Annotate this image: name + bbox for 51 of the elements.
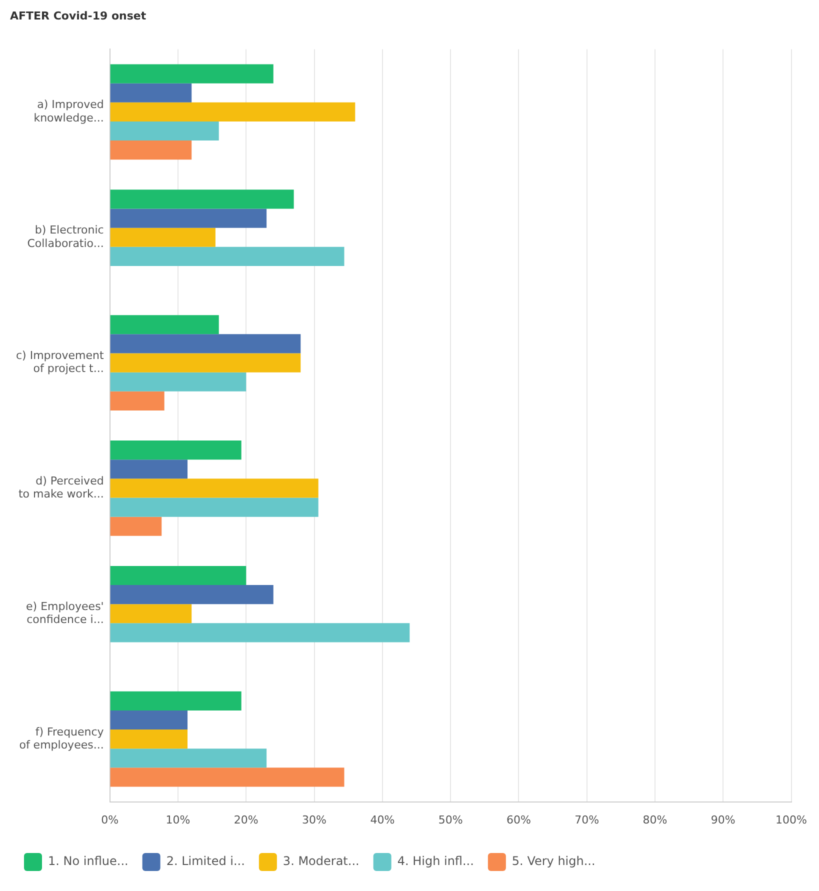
bar <box>110 748 267 768</box>
bar <box>110 246 344 266</box>
y-tick-label: c) Improvement of project t... <box>16 349 105 376</box>
bar <box>110 64 274 84</box>
x-tick-label: 20% <box>234 813 258 826</box>
x-tick-label: 60% <box>506 813 531 826</box>
bar <box>110 102 356 122</box>
x-tick-label: 70% <box>574 813 600 826</box>
bar <box>110 353 301 372</box>
y-tick-label: d) Perceived to make work... <box>18 474 104 501</box>
bar <box>110 140 192 160</box>
bar <box>110 391 164 410</box>
x-tick-label: 10% <box>166 813 190 826</box>
y-tick-label: b) Electronic Collaboratio... <box>27 224 104 250</box>
x-tick-label: 100% <box>776 813 808 826</box>
x-tick-label: 30% <box>302 813 326 826</box>
y-tick-label: a) Improved knowledge... <box>34 98 104 124</box>
bar <box>110 372 246 392</box>
x-tick-label: 80% <box>642 813 668 826</box>
bar <box>110 83 192 102</box>
legend-label: 1. No influe... <box>48 854 128 868</box>
bar <box>110 710 188 730</box>
bar <box>110 190 294 209</box>
bar <box>110 460 188 479</box>
x-tick-label: 40% <box>370 813 395 826</box>
legend-label: 5. Very high... <box>512 854 596 868</box>
chart-title: AFTER Covid-19 onset <box>10 9 146 22</box>
y-tick-label: e) Employees' confidence i... <box>26 600 104 626</box>
bar <box>110 440 242 460</box>
x-tick-label: 50% <box>438 813 463 826</box>
bar <box>110 585 274 604</box>
bar <box>110 334 301 354</box>
bar <box>110 208 267 228</box>
bar <box>110 604 192 624</box>
bar <box>110 498 318 517</box>
y-tick-label: f) Frequency of employees... <box>19 725 104 752</box>
bar <box>110 478 318 498</box>
bar <box>110 228 216 247</box>
bar <box>110 623 410 642</box>
bar <box>110 315 219 334</box>
x-tick-label: 0% <box>101 813 119 826</box>
bar <box>110 768 344 787</box>
legend-label: 3. Moderat... <box>282 854 360 868</box>
legend-label: 4. High infl... <box>397 854 474 868</box>
bar <box>110 730 188 749</box>
x-tick-label: 90% <box>710 813 736 826</box>
bar <box>110 121 219 141</box>
bar <box>110 516 162 536</box>
legend-label: 2. Limited i... <box>166 854 245 868</box>
bar <box>110 566 246 586</box>
bar <box>110 691 242 710</box>
